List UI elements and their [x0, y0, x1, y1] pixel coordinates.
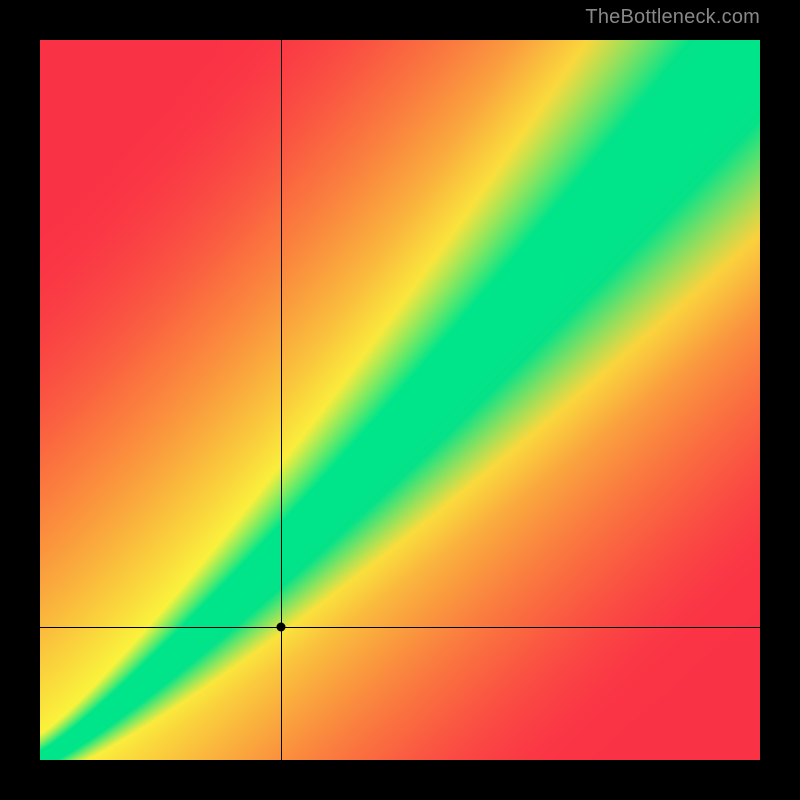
crosshair-vertical: [281, 40, 282, 760]
selection-marker: [277, 622, 286, 631]
plot-area: [40, 40, 760, 760]
crosshair-horizontal: [40, 627, 760, 628]
watermark-text: TheBottleneck.com: [585, 6, 760, 29]
bottleneck-heatmap: [40, 40, 760, 760]
